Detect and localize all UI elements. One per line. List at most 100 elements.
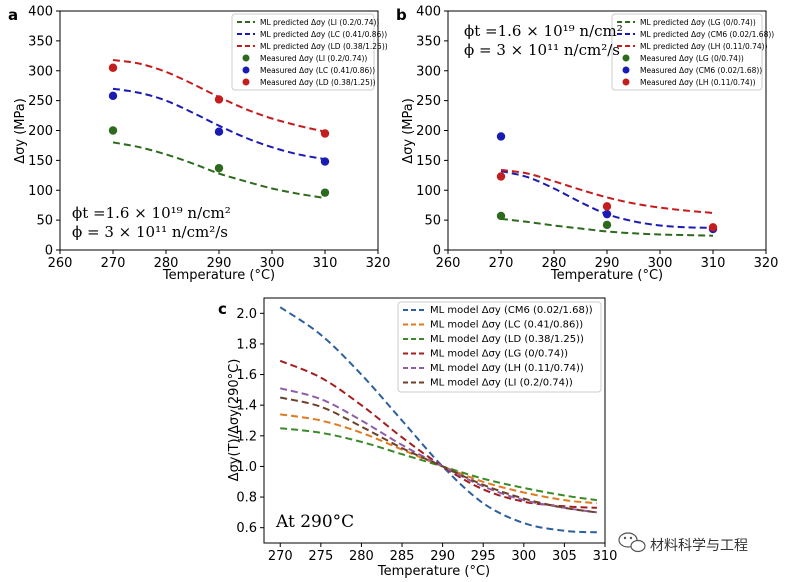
x-tick-label: 260 — [436, 256, 461, 271]
panel-b-series — [496, 132, 718, 237]
panel-b-xlabel: Temperature (°C) — [550, 268, 663, 283]
legend-entry: ML predicted Δσy (LD (0.38/1.25)) — [260, 42, 388, 51]
panel-a-xlabel: Temperature (°C) — [162, 268, 275, 283]
x-tick-label: 280 — [542, 256, 567, 271]
panel-b-ticks: 260 270 280 290 300 310 320 0 50 100 150 200 250 300 3… — [416, 5, 778, 272]
legend-entry: ML predicted Δσy (LG (0/0.74)) — [640, 18, 756, 27]
y-tick-label: 1.2 — [236, 429, 257, 444]
panel-b-legend: ML predicted Δσy (LG (0/0.74)) ML predict… — [611, 13, 774, 91]
data-point — [496, 132, 506, 141]
y-tick-label: 0.6 — [236, 521, 257, 536]
legend-swatch — [622, 78, 630, 86]
legend-entry: Measured Δσy (LI (0.2/0.74)) — [260, 54, 367, 63]
y-tick-label: 200 — [416, 124, 441, 139]
y-tick-label: 1.6 — [236, 368, 257, 383]
x-tick-label: 305 — [552, 549, 577, 564]
wechat-icon — [618, 532, 646, 553]
legend-entry: ML model Δσy (LG (0/0.74)) — [430, 349, 568, 360]
panel-a-ticks: 260 270 280 290 300 310 320 0 50 100 150 200 250 300 3… — [28, 5, 390, 272]
x-tick-label: 320 — [754, 256, 779, 271]
series-line — [500, 168, 714, 214]
x-tick-label: 275 — [308, 549, 333, 564]
y-tick-label: 300 — [416, 64, 441, 79]
legend-box — [231, 13, 375, 91]
y-tick-label: 1.8 — [236, 337, 257, 352]
series-line — [280, 413, 597, 505]
panel-c: c 270 275 280 285 290 295 300 305 310 0.6 0.8 1.0 1.… — [218, 297, 617, 579]
data-point — [708, 223, 718, 232]
legend-swatch — [622, 54, 630, 62]
legend-entry: ML predicted Δσy (CM6 (0.02/1.68)) — [640, 30, 774, 39]
data-point — [602, 209, 612, 219]
series-line — [500, 170, 714, 229]
y-tick-label: 400 — [28, 5, 53, 20]
y-tick-label: 150 — [28, 154, 53, 169]
data-point — [108, 126, 118, 135]
data-point — [214, 127, 224, 136]
y-tick-label: 50 — [36, 214, 53, 229]
panel-a-annotation-2: ϕ = 3 × 10¹¹ n/cm²/s — [72, 223, 228, 241]
y-tick-label: 1.0 — [236, 460, 257, 475]
data-point — [214, 163, 224, 173]
y-tick-label: 350 — [416, 34, 441, 49]
y-tick-label: 0 — [45, 244, 53, 259]
panel-c-annotation: At 290°C — [275, 512, 354, 532]
y-tick-label: 250 — [416, 94, 441, 109]
watermark: 材料科学与工程 — [618, 532, 748, 554]
legend-entry: ML model Δσy (LI (0.2/0.74)) — [430, 378, 573, 389]
x-tick-label: 310 — [593, 549, 618, 564]
panel-b-annotation-2: ϕ = 3 × 10¹¹ n/cm²/s — [464, 41, 620, 59]
x-tick-label: 270 — [489, 256, 514, 271]
panel-c-ticks: 270 275 280 285 290 295 300 305 310 0.6 0.8 1.0 1.2 1… — [236, 307, 617, 564]
legend-entry: Measured Δσy (LG (0/0.74)) — [640, 54, 744, 63]
data-point — [496, 172, 506, 181]
y-tick-label: 400 — [416, 5, 441, 20]
panel-a-legend: ML predicted Δσy (LI (0.2/0.74)) ML predi… — [231, 13, 388, 91]
panel-c-xlabel: Temperature (°C) — [377, 564, 490, 579]
panel-a: a 260 270 280 290 300 310 320 0 50 100 150 200 250 30… — [8, 5, 390, 284]
panel-c-frame — [263, 297, 606, 544]
legend-entry: ML predicted Δσy (LI (0.2/0.74)) — [260, 18, 379, 27]
x-tick-label: 290 — [207, 256, 232, 271]
legend-entry: ML predicted Δσy (LC (0.41/0.86)) — [260, 30, 387, 39]
data-point — [108, 63, 118, 72]
legend-swatch — [242, 54, 250, 62]
panel-c-legend: ML model Δσy (CM6 (0.02/1.68)) ML model Δ… — [397, 301, 602, 393]
y-tick-label: 300 — [28, 64, 53, 79]
x-tick-label: 270 — [268, 549, 293, 564]
x-tick-label: 290 — [595, 256, 620, 271]
x-tick-label: 280 — [349, 549, 374, 564]
panel-a-annotation-1: ϕt =1.6 × 10¹⁹ n/cm² — [72, 204, 231, 222]
data-point — [602, 220, 612, 230]
y-tick-label: 50 — [424, 214, 441, 229]
y-tick-label: 150 — [416, 154, 441, 169]
series-line — [112, 87, 326, 161]
legend-entry: ML model Δσy (LD (0.38/1.25)) — [430, 334, 584, 345]
data-point — [320, 129, 330, 138]
legend-swatch — [242, 78, 250, 86]
panel-b: b 260 270 280 290 300 310 320 0 50 100 150 200 250 30… — [396, 5, 778, 284]
data-point — [214, 95, 224, 104]
data-point — [320, 157, 330, 166]
series-line — [279, 306, 597, 534]
legend-entry: ML model Δσy (LH (0.11/0.74)) — [430, 363, 584, 374]
x-tick-label: 270 — [101, 256, 126, 271]
y-tick-label: 1.4 — [236, 399, 257, 414]
data-point — [602, 202, 612, 211]
legend-entry: Measured Δσy (CM6 (0.02/1.68)) — [640, 66, 762, 75]
x-tick-label: 280 — [154, 256, 179, 271]
y-tick-label: 0 — [433, 244, 441, 259]
y-tick-label: 350 — [28, 34, 53, 49]
series-line — [500, 217, 714, 237]
panel-b-ylabel: Δσy (MPa) — [401, 98, 416, 164]
panel-c-ylabel: Δσy(T)/Δσy(290°C) — [227, 359, 242, 482]
panel-a-ylabel: Δσy (MPa) — [13, 98, 28, 164]
legend-entry: Measured Δσy (LD (0.38/1.25)) — [260, 78, 376, 87]
panel-letter-a: a — [8, 6, 18, 24]
series-line — [112, 141, 326, 199]
panel-c-series — [279, 306, 598, 534]
x-tick-label: 285 — [390, 549, 415, 564]
y-tick-label: 100 — [416, 184, 441, 199]
series-line — [279, 396, 598, 514]
y-tick-label: 2.0 — [236, 307, 257, 322]
